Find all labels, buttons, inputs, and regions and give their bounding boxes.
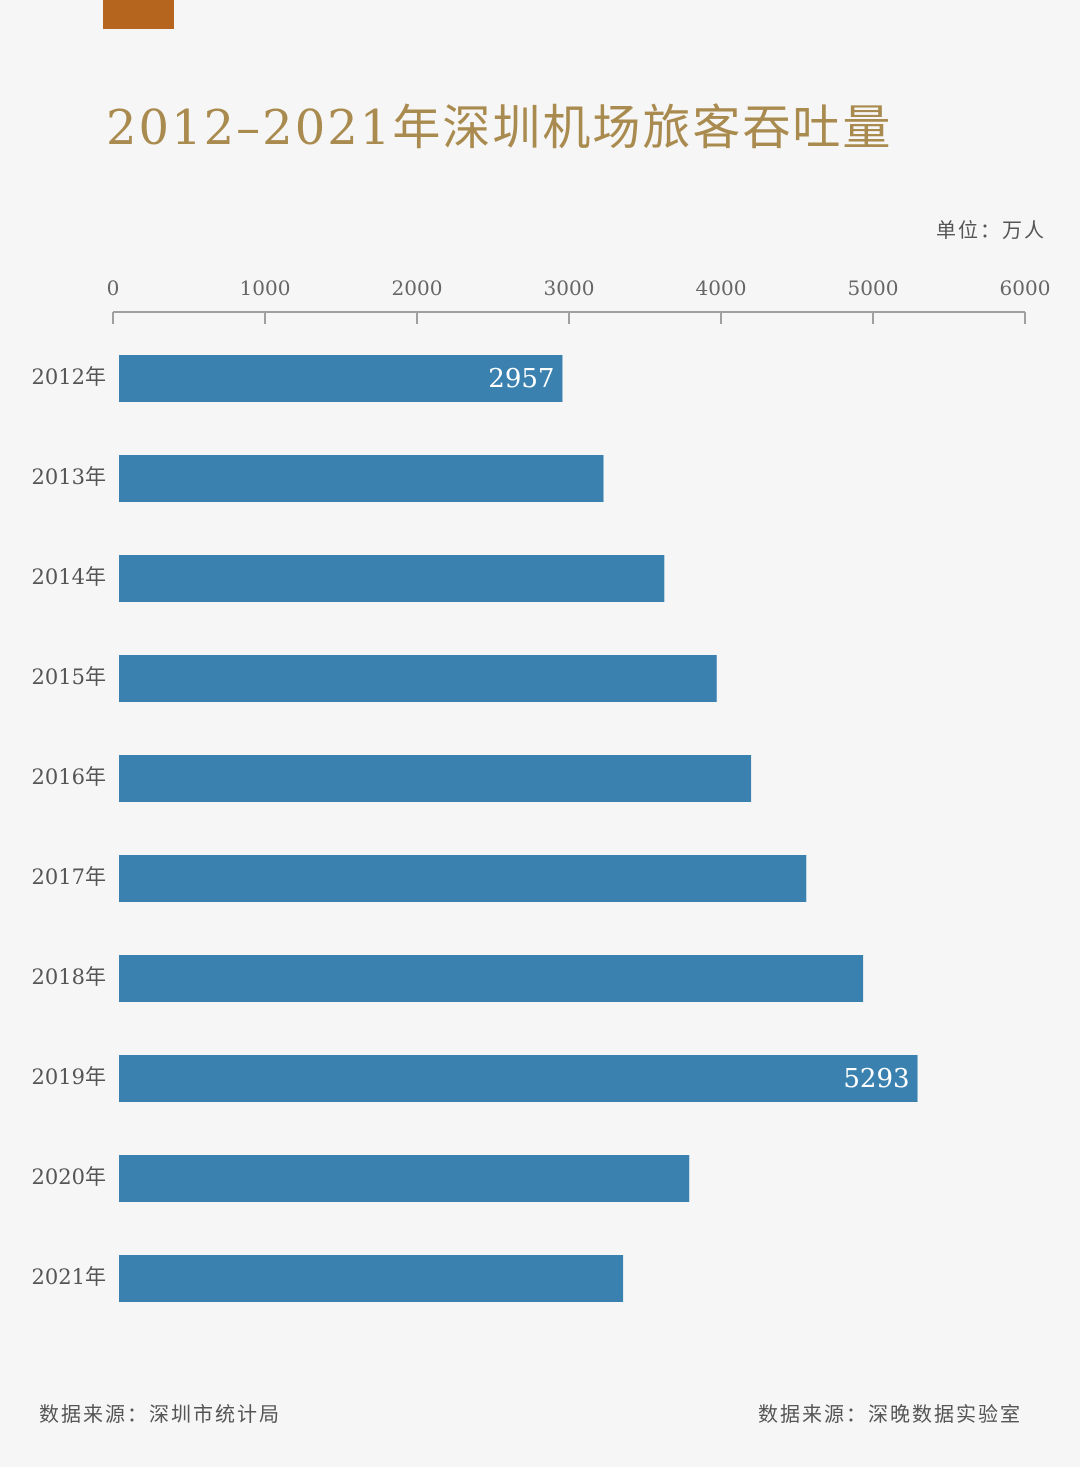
category-label: 2021年 <box>32 1265 106 1289</box>
category-label: 2015年 <box>32 665 106 689</box>
category-label: 2012年 <box>32 365 106 389</box>
x-tick-label: 3000 <box>544 276 595 300</box>
source-left: 数据来源：深圳市统计局 <box>39 1402 281 1426</box>
data-labels: 2957 5293 <box>488 364 909 1094</box>
chart-title: 2012–2021年深圳机场旅客吞吐量 <box>106 100 893 156</box>
x-tick-label: 0 <box>107 276 120 300</box>
bar-2016年 <box>119 755 752 802</box>
category-label: 2019年 <box>32 1065 106 1089</box>
category-label: 2018年 <box>32 965 106 989</box>
bar-2019年 <box>119 1055 918 1102</box>
bar-2020年 <box>119 1155 690 1202</box>
accent-block <box>103 0 174 29</box>
bar-2021年 <box>119 1255 624 1302</box>
bar-2012年 <box>119 355 563 402</box>
bar-2014年 <box>119 555 665 602</box>
category-label: 2013年 <box>32 465 106 489</box>
category-label: 2014年 <box>32 565 106 589</box>
bars-group <box>119 355 918 1302</box>
category-label: 2020年 <box>32 1165 106 1189</box>
category-labels: 2012年 2013年 2014年 2015年 2016年 2017年 2018年 2019年… <box>32 365 106 1289</box>
unit-label: 单位：万人 <box>936 218 1046 242</box>
data-label: 5293 <box>843 1064 909 1094</box>
data-label: 2957 <box>488 364 554 394</box>
x-tick-label: 4000 <box>696 276 747 300</box>
category-label: 2017年 <box>32 865 106 889</box>
bar-2018年 <box>119 955 864 1002</box>
x-tick-label: 1000 <box>240 276 291 300</box>
x-tick-label: 5000 <box>848 276 899 300</box>
bar-2017年 <box>119 855 807 902</box>
bar-2013年 <box>119 455 604 502</box>
x-tick-label: 2000 <box>392 276 443 300</box>
bar-chart: 0 1000 2000 3000 4000 5000 6000 2012年 2013年 2014… <box>32 276 1051 1302</box>
category-label: 2016年 <box>32 765 106 789</box>
source-right: 数据来源：深晚数据实验室 <box>758 1402 1022 1426</box>
x-tick-label: 6000 <box>1000 276 1051 300</box>
x-axis-ticks: 0 1000 2000 3000 4000 5000 6000 <box>107 276 1051 324</box>
bar-2015年 <box>119 655 717 702</box>
